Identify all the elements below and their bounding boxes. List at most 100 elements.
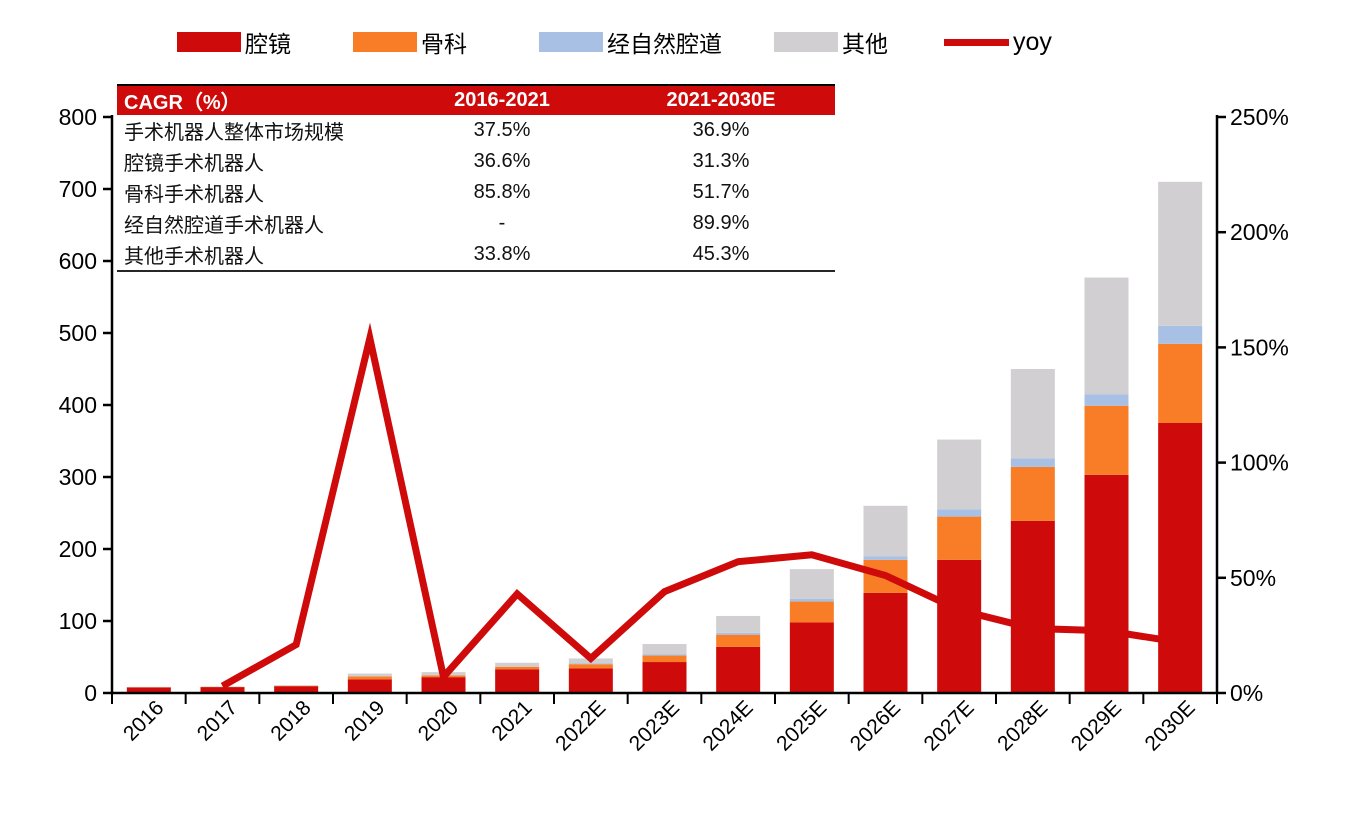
bar-segment	[568, 664, 613, 669]
right-axis-tick-label: 150%	[1230, 334, 1289, 360]
bar-segment	[1084, 277, 1129, 395]
x-axis-category-label: 2030E	[1140, 696, 1199, 755]
cagr-table-body: 手术机器人整体市场规模 37.5% 36.9% 腔镜手术机器人 36.6% 31.3% 骨科…	[117, 115, 835, 270]
x-axis-category-label: 2026E	[846, 696, 905, 755]
bar-segment	[937, 559, 982, 693]
bar-segment	[716, 632, 761, 635]
left-axis-tick-label: 200	[59, 536, 97, 562]
x-axis-category-label: 2027E	[919, 696, 978, 755]
bar-segment	[1084, 394, 1129, 406]
bar-segment	[642, 644, 687, 655]
cagr-row-label: 其他手术机器人	[124, 246, 264, 268]
cagr-row-value: 37.5%	[473, 119, 531, 141]
bar-segment	[1084, 405, 1129, 475]
yoy-line	[220, 322, 1181, 690]
cagr-header-cell: 2016-2021	[454, 89, 550, 111]
bar-segment	[1010, 520, 1055, 693]
others-swatch-icon	[774, 32, 838, 52]
cagr-row-label: 手术机器人整体市场规模	[124, 122, 344, 144]
cagr-row-value: 33.8%	[473, 243, 531, 265]
natural-orifice-swatch-icon	[539, 32, 603, 52]
cagr-table: CAGR（%） 2016-2021 2021-2030E 手术机器人整体市场规模 37…	[117, 84, 835, 272]
bar-segment	[937, 509, 982, 517]
x-axis-category-label: 2021	[487, 696, 536, 745]
bar-segment	[1010, 369, 1055, 459]
x-axis-category-label: 2016	[119, 696, 168, 745]
bar-segment	[347, 679, 392, 693]
bar-segment	[789, 569, 834, 599]
x-axis-category-label: 2020	[414, 696, 463, 745]
cagr-row-value: 89.9%	[692, 212, 750, 234]
x-axis-category-label: 2024E	[698, 696, 757, 755]
legend-label-orthopedics: 骨科	[421, 32, 467, 57]
bar-segment	[716, 615, 761, 633]
cagr-row-value: 36.6%	[473, 150, 531, 172]
cagr-row-value: -	[498, 212, 506, 234]
bar-segment	[495, 669, 540, 693]
bar-segment	[789, 622, 834, 693]
x-axis-category-label: 2018	[266, 696, 315, 745]
x-axis-category-label: 2017	[193, 696, 242, 745]
bar-segment	[126, 687, 171, 693]
cagr-table-row: 其他手术机器人 33.8% 45.3%	[117, 239, 835, 270]
bar-segment	[863, 592, 908, 693]
bar-segment	[937, 516, 982, 560]
x-axis-category-label: 2025E	[772, 696, 831, 755]
cagr-row-value: 85.8%	[473, 181, 531, 203]
left-axis-tick-label: 100	[59, 608, 97, 634]
orthopedics-swatch-icon	[353, 32, 417, 52]
bar-segment	[421, 677, 466, 693]
chart-legend: 腔镜 骨科 经自然腔道 其他 yoy	[177, 25, 1052, 59]
right-axis-tick-label: 200%	[1230, 219, 1289, 245]
x-axis-category-label: 2019	[340, 696, 389, 745]
bar-segment	[274, 685, 319, 686]
legend-item-others: 其他	[774, 25, 888, 59]
left-axis-tick-label: 0	[84, 680, 97, 706]
cagr-row-label: 经自然腔道手术机器人	[124, 215, 324, 237]
bar-segment	[1084, 474, 1129, 693]
legend-label-yoy: yoy	[1013, 27, 1052, 56]
bar-segment	[347, 676, 392, 680]
bar-segment	[716, 634, 761, 647]
legend-label-others: 其他	[842, 32, 888, 57]
bar-segment	[1158, 343, 1203, 423]
left-axis-tick-label: 700	[59, 176, 97, 202]
bar-segment	[1158, 181, 1203, 326]
cagr-table-row: 经自然腔道手术机器人 - 89.9%	[117, 208, 835, 239]
bar-segment	[568, 668, 613, 693]
cagr-table-row: 腔镜手术机器人 36.6% 31.3%	[117, 146, 835, 177]
cagr-header-cell: CAGR（%）	[124, 92, 241, 114]
cagr-row-value: 51.7%	[692, 181, 750, 203]
bar-segment	[1158, 423, 1203, 693]
bar-segment	[863, 556, 908, 560]
bar-segment	[937, 439, 982, 510]
bar-segment	[642, 654, 687, 656]
cagr-table-row: 骨科手术机器人 85.8% 51.7%	[117, 177, 835, 208]
bar-segment	[568, 663, 613, 665]
left-axis-tick-label: 800	[59, 104, 97, 130]
bar-segment	[642, 655, 687, 663]
right-axis-tick-label: 100%	[1230, 450, 1289, 476]
cagr-table-header-row: CAGR（%） 2016-2021 2021-2030E	[117, 86, 835, 115]
legend-item-endoscopy: 腔镜	[177, 25, 291, 59]
endoscopy-swatch-icon	[177, 32, 241, 52]
cagr-table-row: 手术机器人整体市场规模 37.5% 36.9%	[117, 115, 835, 146]
left-axis-tick-label: 300	[59, 464, 97, 490]
bar-segment	[347, 673, 392, 677]
bar-segment	[1158, 325, 1203, 344]
right-axis-tick-label: 50%	[1230, 565, 1276, 591]
cagr-row-value: 45.3%	[692, 243, 750, 265]
right-axis-tick-label: 250%	[1230, 104, 1289, 130]
bar-segment	[200, 686, 245, 688]
legend-item-yoy: yoy	[944, 28, 1052, 57]
bar-segment	[200, 686, 245, 693]
bar-segment	[789, 598, 834, 602]
bar-segment	[126, 686, 171, 688]
cagr-row-value: 31.3%	[692, 150, 750, 172]
cagr-row-label: 骨科手术机器人	[124, 184, 264, 206]
bar-segment	[863, 505, 908, 557]
bar-segment	[642, 662, 687, 693]
cagr-row-value: 36.9%	[692, 119, 750, 141]
